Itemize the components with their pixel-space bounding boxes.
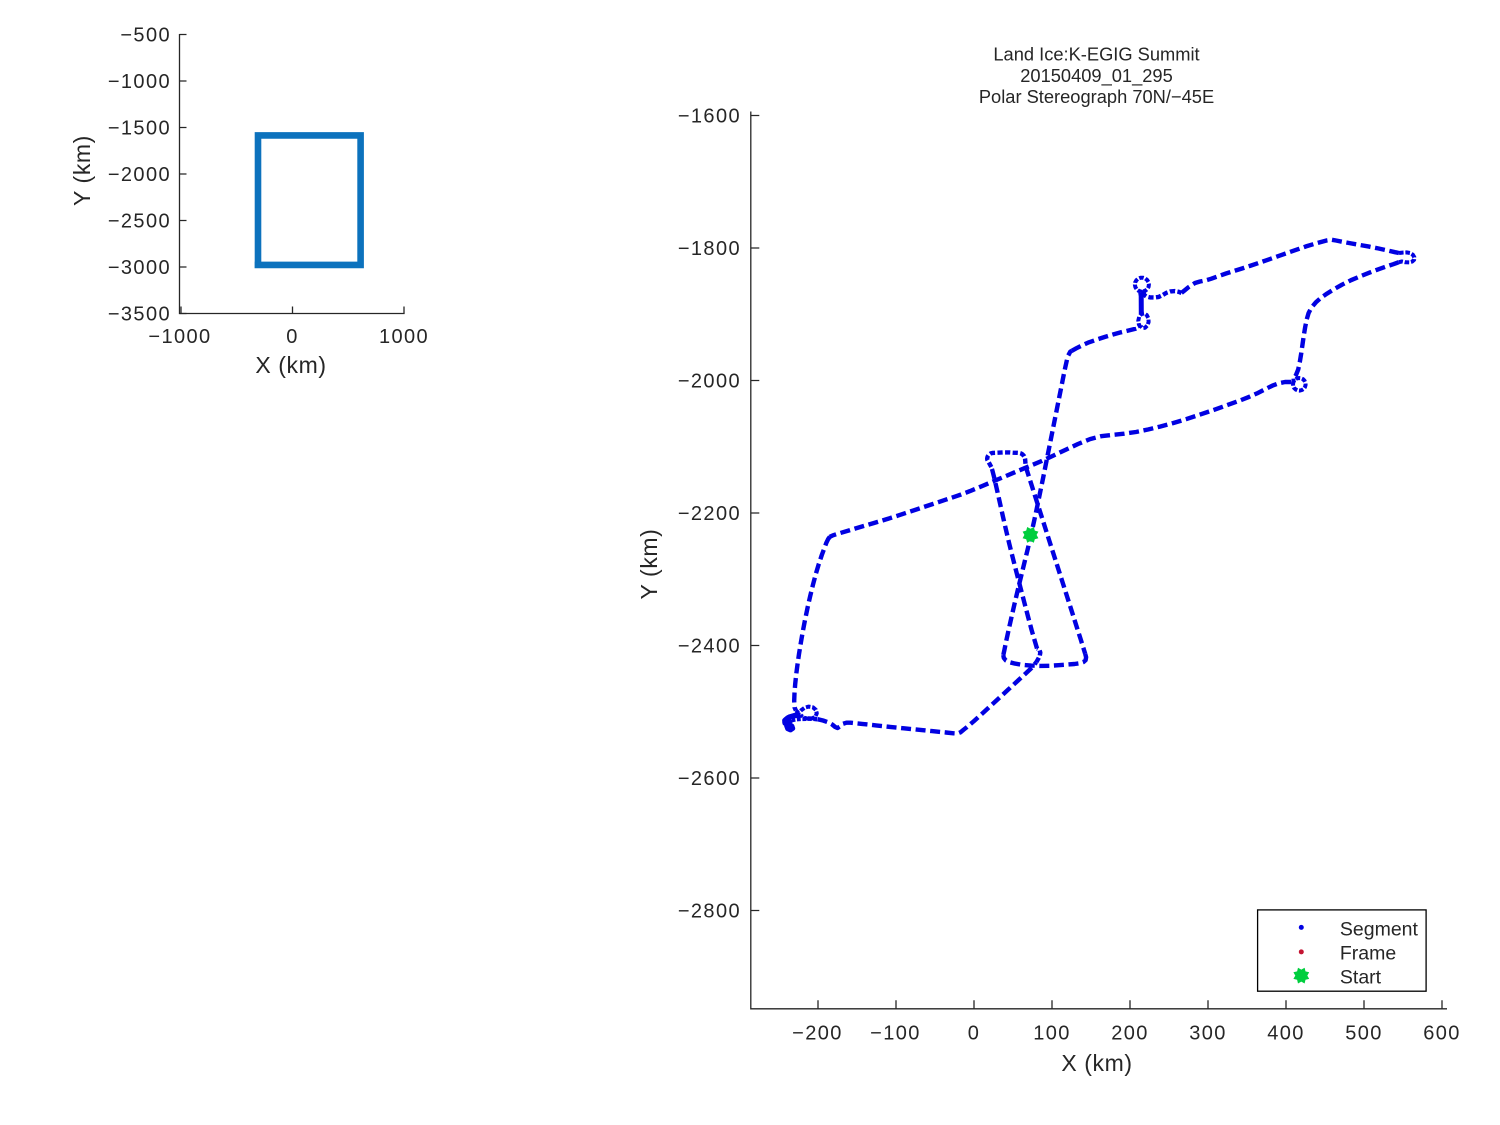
svg-text:600: 600 — [1423, 1023, 1461, 1045]
svg-text:−2600: −2600 — [678, 768, 741, 790]
svg-text:−500: −500 — [120, 25, 171, 47]
svg-text:400: 400 — [1267, 1023, 1305, 1045]
svg-text:−2400: −2400 — [678, 636, 741, 658]
svg-text:−100: −100 — [870, 1023, 921, 1045]
svg-text:Start: Start — [1340, 966, 1382, 988]
svg-text:−3000: −3000 — [108, 257, 171, 279]
svg-text:1000: 1000 — [379, 326, 429, 348]
svg-text:Y (km): Y (km) — [69, 135, 95, 206]
svg-text:X (km): X (km) — [1061, 1050, 1132, 1076]
svg-text:−1000: −1000 — [108, 71, 171, 93]
svg-text:−2800: −2800 — [678, 901, 741, 923]
svg-text:−1000: −1000 — [148, 326, 211, 348]
svg-text:−2500: −2500 — [108, 211, 171, 233]
svg-text:0: 0 — [286, 326, 299, 348]
svg-text:−200: −200 — [792, 1023, 843, 1045]
svg-text:100: 100 — [1033, 1023, 1071, 1045]
svg-text:300: 300 — [1189, 1023, 1227, 1045]
svg-text:−1500: −1500 — [108, 118, 171, 140]
svg-text:500: 500 — [1345, 1023, 1383, 1045]
svg-text:Polar Stereograph 70N/−45E: Polar Stereograph 70N/−45E — [979, 86, 1214, 107]
svg-text:Land Ice:K-EGIG Summit: Land Ice:K-EGIG Summit — [993, 43, 1199, 64]
svg-text:Segment: Segment — [1340, 919, 1419, 941]
svg-text:Frame: Frame — [1340, 942, 1396, 964]
svg-text:−2000: −2000 — [108, 164, 171, 186]
svg-text:200: 200 — [1111, 1023, 1149, 1045]
svg-text:0: 0 — [968, 1023, 981, 1045]
svg-text:−1600: −1600 — [678, 106, 741, 128]
svg-text:−3500: −3500 — [108, 304, 171, 326]
svg-text:Y (km): Y (km) — [636, 529, 662, 600]
svg-text:−1800: −1800 — [678, 238, 741, 260]
svg-text:−2200: −2200 — [678, 503, 741, 525]
svg-text:X (km): X (km) — [255, 352, 326, 378]
svg-text:−2000: −2000 — [678, 371, 741, 393]
svg-text:20150409_01_295: 20150409_01_295 — [1020, 65, 1173, 87]
